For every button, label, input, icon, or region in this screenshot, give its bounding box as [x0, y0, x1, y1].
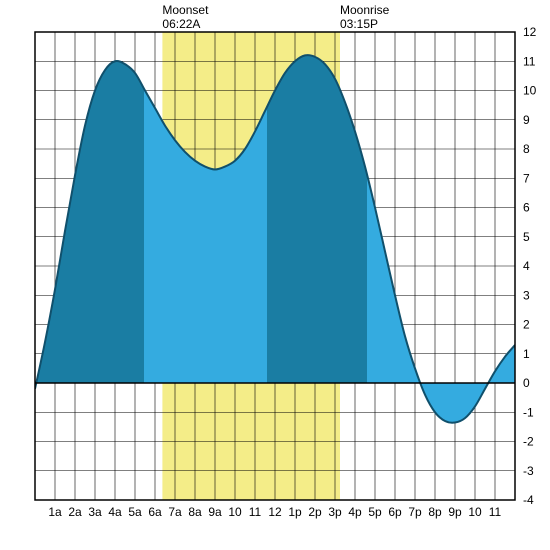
x-tick-label: 8p: [428, 505, 442, 519]
moon-event-time: 06:22A: [162, 17, 200, 31]
x-tick-label: 10: [228, 505, 242, 519]
y-tick-label: -4: [523, 493, 534, 507]
x-tick-label: 7p: [408, 505, 422, 519]
y-tick-label: 10: [523, 84, 537, 98]
moon-event-label: Moonset: [162, 3, 209, 17]
y-tick-label: 0: [523, 376, 530, 390]
y-tick-label: 12: [523, 25, 537, 39]
x-tick-label: 5a: [128, 505, 142, 519]
x-tick-label: 8a: [188, 505, 202, 519]
y-tick-label: 3: [523, 288, 530, 302]
y-tick-label: -3: [523, 464, 534, 478]
moon-event-label: Moonrise: [340, 3, 390, 17]
x-tick-label: 6p: [388, 505, 402, 519]
x-tick-label: 4p: [348, 505, 362, 519]
y-tick-label: 6: [523, 201, 530, 215]
x-tick-label: 1a: [48, 505, 62, 519]
x-tick-label: 2a: [68, 505, 82, 519]
y-tick-label: 7: [523, 171, 530, 185]
x-tick-label: 10: [468, 505, 482, 519]
x-tick-label: 2p: [308, 505, 322, 519]
y-tick-label: 5: [523, 230, 530, 244]
y-tick-label: -2: [523, 435, 534, 449]
x-tick-label: 6a: [148, 505, 162, 519]
y-tick-label: 4: [523, 259, 530, 273]
y-tick-label: -1: [523, 405, 534, 419]
x-tick-label: 7a: [168, 505, 182, 519]
chart-svg: 1a2a3a4a5a6a7a8a9a1011121p2p3p4p5p6p7p8p…: [0, 0, 550, 550]
x-tick-label: 9p: [448, 505, 462, 519]
y-tick-label: 9: [523, 113, 530, 127]
x-tick-label: 3a: [88, 505, 102, 519]
x-tick-label: 12: [268, 505, 282, 519]
y-tick-label: 11: [523, 54, 536, 68]
x-tick-label: 5p: [368, 505, 382, 519]
x-tick-label: 11: [489, 505, 502, 519]
y-tick-label: 1: [523, 347, 530, 361]
tide-chart: 1a2a3a4a5a6a7a8a9a1011121p2p3p4p5p6p7p8p…: [0, 0, 550, 550]
x-tick-label: 1p: [288, 505, 302, 519]
x-tick-label: 4a: [108, 505, 122, 519]
x-tick-label: 11: [249, 505, 262, 519]
y-tick-label: 8: [523, 142, 530, 156]
y-tick-label: 2: [523, 318, 530, 332]
x-tick-label: 3p: [328, 505, 342, 519]
x-tick-label: 9a: [208, 505, 222, 519]
moon-event-time: 03:15P: [340, 17, 378, 31]
